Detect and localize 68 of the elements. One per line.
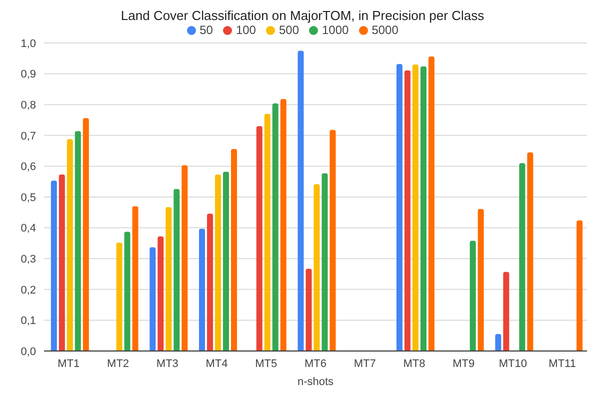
bar: [166, 207, 172, 351]
bar: [298, 50, 304, 351]
bar: [223, 172, 229, 351]
bar: [174, 188, 180, 351]
x-tick-label: MT5: [255, 358, 278, 370]
bar: [74, 131, 81, 351]
bar: [264, 114, 270, 351]
bar: [470, 240, 476, 351]
bar: [280, 99, 286, 351]
legend-label: 500: [278, 23, 299, 37]
bar: [404, 70, 410, 351]
x-tick-label: MT3: [156, 358, 178, 370]
bar: [132, 206, 138, 351]
bar: [428, 56, 434, 351]
y-tick-label: 0,9: [20, 68, 36, 81]
y-tick-label: 0,4: [20, 222, 36, 235]
bar: [82, 118, 89, 351]
x-tick-label: MT11: [548, 358, 576, 370]
y-tick-label: 0,1: [20, 315, 36, 328]
bar: [256, 126, 262, 351]
y-tick-label: 0,5: [20, 192, 36, 204]
bar: [495, 334, 502, 351]
x-tick-label: MT7: [354, 358, 376, 370]
bar: [420, 66, 426, 351]
bar: [158, 236, 164, 351]
bar: [58, 174, 65, 351]
bar: [215, 174, 221, 351]
x-tick-label: MT9: [452, 358, 475, 370]
y-tick-label: 1,0: [20, 38, 36, 50]
x-axis-title: n-shots: [297, 376, 334, 388]
bar: [314, 184, 320, 351]
y-tick-label: 0,2: [20, 284, 36, 296]
legend-label: 5000: [372, 23, 398, 37]
bar: [412, 64, 418, 351]
y-tick-label: 0,6: [20, 161, 36, 174]
bar: [150, 247, 156, 351]
bar: [272, 103, 278, 351]
y-tick-label: 0,8: [20, 100, 36, 112]
legend-label: 100: [236, 23, 256, 37]
legend-label: 1000: [322, 23, 349, 37]
bar: [116, 242, 122, 351]
x-tick-label: MT6: [304, 358, 326, 370]
bar: [66, 139, 73, 351]
bar: [478, 209, 484, 351]
y-tick-label: 0,0: [20, 346, 36, 358]
x-tick-label: MT10: [498, 358, 528, 370]
x-tick-label: MT2: [107, 358, 130, 370]
bar: [231, 148, 237, 351]
bar: [322, 173, 328, 351]
chart-title: Land Cover Classification on MajorTOM, in Precision per Class: [120, 8, 486, 23]
bar: [182, 165, 188, 351]
bar: [207, 214, 213, 351]
x-tick-label: MT1: [58, 358, 80, 370]
x-tick-label: MT8: [403, 358, 426, 370]
y-tick-label: 0,7: [20, 130, 36, 142]
bar: [50, 180, 57, 351]
bar: [124, 232, 130, 351]
bar: [199, 228, 205, 351]
bar: [503, 272, 510, 351]
bar: [330, 130, 336, 351]
bar: [396, 64, 402, 351]
bar: [576, 220, 583, 351]
y-tick-label: 0,3: [20, 254, 36, 266]
bar: [527, 152, 534, 351]
legend-label: 50: [200, 23, 213, 37]
x-tick-label: MT4: [206, 358, 228, 370]
bar: [306, 268, 312, 351]
bar: [519, 163, 526, 351]
